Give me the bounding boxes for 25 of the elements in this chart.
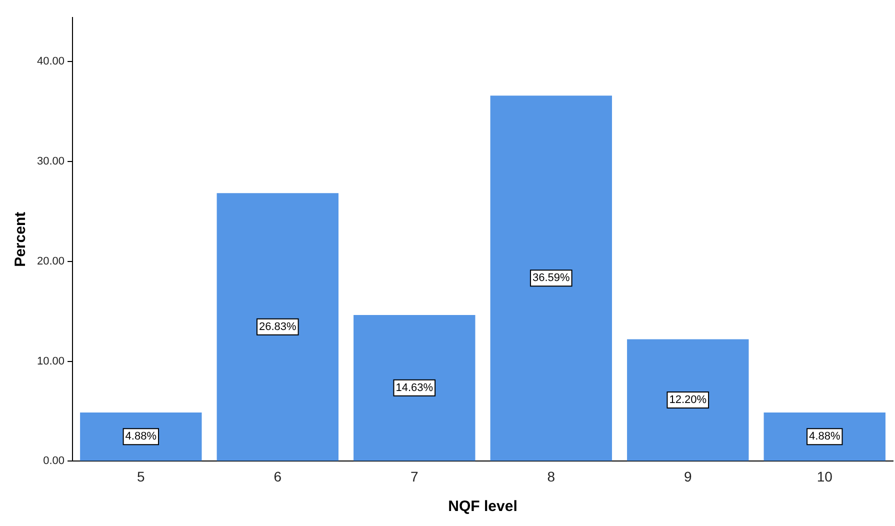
data-label: 4.88% xyxy=(809,430,840,443)
data-label: 4.88% xyxy=(125,430,157,443)
x-tick-label: 8 xyxy=(547,468,556,484)
bar xyxy=(490,96,612,461)
x-tick-label: 10 xyxy=(816,468,833,484)
y-tick-label: 20.00 xyxy=(36,255,65,268)
y-tick-label: 0.00 xyxy=(43,455,65,468)
bar xyxy=(627,339,749,461)
x-axis-title: NQF level xyxy=(448,498,518,516)
x-tick-label: 6 xyxy=(274,468,282,484)
bar xyxy=(80,412,202,461)
bar xyxy=(216,193,338,461)
bar xyxy=(764,412,886,461)
y-tick-label: 10.00 xyxy=(36,355,65,368)
x-tick-label: 7 xyxy=(410,468,418,484)
y-tick-label: 40.00 xyxy=(36,56,65,68)
x-tick-label: 9 xyxy=(684,468,692,484)
y-axis-title: Percent xyxy=(12,212,30,267)
data-label: 14.63% xyxy=(396,382,434,394)
x-tick-label: 5 xyxy=(137,468,145,484)
data-label: 36.59% xyxy=(532,272,570,284)
y-tick-label: 30.00 xyxy=(36,156,65,168)
bar xyxy=(354,315,476,461)
data-label: 12.20% xyxy=(669,394,707,406)
data-label: 26.83% xyxy=(258,320,297,333)
